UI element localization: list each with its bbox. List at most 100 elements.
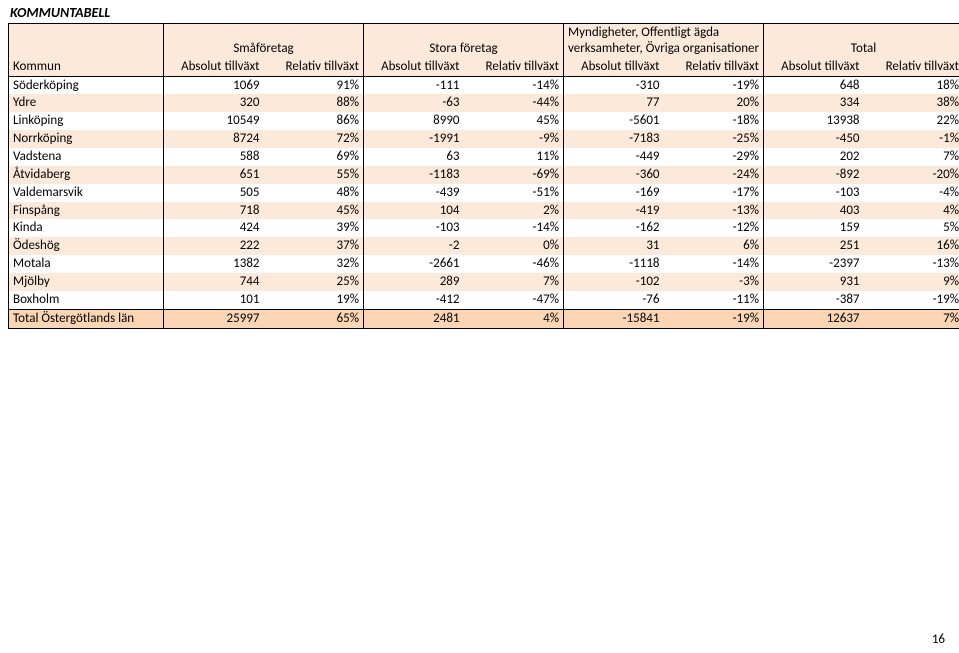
cell-kommun: Söderköping [9,76,164,94]
cell-value: -51% [464,184,564,202]
cell-value: 37% [264,237,364,255]
cell-value: 69% [264,148,364,166]
cell-value: 651 [164,166,264,184]
sub-mynd-abs: Absolut tillväxt [564,58,664,76]
cell-value: -360 [564,166,664,184]
cell-value: -17% [664,184,764,202]
cell-kommun: Finspång [9,202,164,220]
cell-value: 334 [764,94,864,112]
table-row: Motala138232%-2661-46%-1118-14%-2397-13% [9,255,959,273]
cell-value: -12% [664,219,764,237]
cell-value: 159 [764,219,864,237]
cell-value: 104 [364,202,464,220]
cell-value: 16% [864,237,959,255]
cell-value: 12637 [764,309,864,328]
cell-value: -13% [664,202,764,220]
cell-value: -44% [464,94,564,112]
col-kommun: Kommun [9,24,164,77]
cell-value: -1118 [564,255,664,273]
cell-value: -103 [364,219,464,237]
sub-stora-abs: Absolut tillväxt [364,58,464,76]
cell-value: -11% [664,291,764,309]
cell-value: -102 [564,273,664,291]
table-row: Finspång71845%1042%-419-13%4034% [9,202,959,220]
cell-value: 588 [164,148,264,166]
cell-value: 5% [864,219,959,237]
cell-value: 7% [864,148,959,166]
sub-sma-abs: Absolut tillväxt [164,58,264,76]
cell-kommun: Valdemarsvik [9,184,164,202]
cell-value: 32% [264,255,364,273]
table-row: Mjölby74425%2897%-102-3%9319% [9,273,959,291]
cell-value: 8724 [164,130,264,148]
cell-value: 88% [264,94,364,112]
cell-value: -1183 [364,166,464,184]
cell-value: 718 [164,202,264,220]
group-total: Total [764,24,959,58]
cell-value: 1069 [164,76,264,94]
cell-value: 931 [764,273,864,291]
cell-value: 22% [864,112,959,130]
cell-value: -14% [464,219,564,237]
cell-value: -15841 [564,309,664,328]
cell-value: -24% [664,166,764,184]
cell-value: -387 [764,291,864,309]
table-row: Vadstena58869%6311%-449-29%2027% [9,148,959,166]
cell-value: 2% [464,202,564,220]
page-number: 16 [932,632,945,647]
sub-total-rel: Relativ tillväxt [864,58,959,76]
cell-value: -47% [464,291,564,309]
cell-kommun: Total Östergötlands län [9,309,164,328]
group-stora: Stora företag [364,24,564,58]
cell-kommun: Linköping [9,112,164,130]
cell-value: 744 [164,273,264,291]
cell-value: 9% [864,273,959,291]
cell-value: 91% [264,76,364,94]
cell-value: 39% [264,219,364,237]
kommun-table: Kommun Småföretag Stora företag Myndighe… [8,23,959,329]
cell-value: -63 [364,94,464,112]
cell-value: -162 [564,219,664,237]
cell-value: -449 [564,148,664,166]
cell-value: 86% [264,112,364,130]
cell-value: -76 [564,291,664,309]
cell-value: 25997 [164,309,264,328]
cell-value: -29% [664,148,764,166]
cell-value: 1382 [164,255,264,273]
table-row: Ödeshög22237%-20%316%25116% [9,237,959,255]
table-total-row: Total Östergötlands län2599765%24814%-15… [9,309,959,328]
cell-value: 20% [664,94,764,112]
cell-value: 289 [364,273,464,291]
cell-value: 45% [264,202,364,220]
sub-mynd-rel: Relativ tillväxt [664,58,764,76]
group-mynd: Myndigheter, Offentligt ägda verksamhete… [564,24,764,58]
cell-value: 424 [164,219,264,237]
cell-kommun: Mjölby [9,273,164,291]
cell-value: 11% [464,148,564,166]
group-sma: Småföretag [164,24,364,58]
cell-value: -46% [464,255,564,273]
cell-value: 222 [164,237,264,255]
cell-value: -111 [364,76,464,94]
cell-value: -2397 [764,255,864,273]
cell-value: 63 [364,148,464,166]
cell-value: -19% [664,309,764,328]
cell-value: 77 [564,94,664,112]
sub-sma-rel: Relativ tillväxt [264,58,364,76]
cell-value: 18% [864,76,959,94]
cell-value: -1% [864,130,959,148]
cell-value: -2 [364,237,464,255]
cell-value: 403 [764,202,864,220]
table-row: Linköping1054986%899045%-5601-18%1393822… [9,112,959,130]
sub-stora-rel: Relativ tillväxt [464,58,564,76]
table-row: Söderköping106991%-111-14%-310-19%64818% [9,76,959,94]
cell-value: 251 [764,237,864,255]
cell-value: -14% [464,76,564,94]
table-body: Söderköping106991%-111-14%-310-19%64818%… [9,76,959,328]
cell-value: 0% [464,237,564,255]
cell-kommun: Motala [9,255,164,273]
cell-value: -19% [664,76,764,94]
cell-value: 2481 [364,309,464,328]
cell-kommun: Boxholm [9,291,164,309]
cell-kommun: Ydre [9,94,164,112]
